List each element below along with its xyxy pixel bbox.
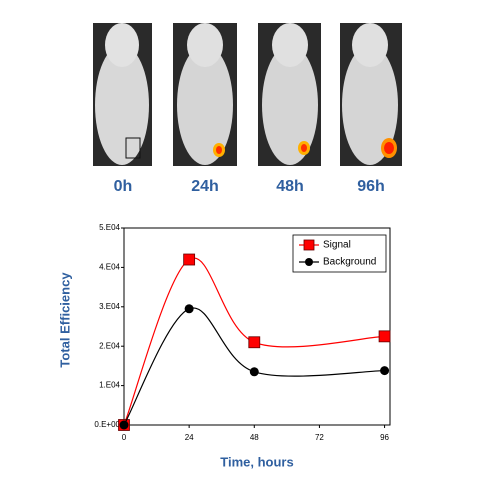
plot-frame [123,227,391,426]
data-point [249,367,259,377]
y-tick-label: 5.E04 [99,223,120,232]
x-tick-label: 24 [185,433,194,442]
data-point [119,420,129,430]
mouse-image [173,23,237,166]
mouse-image [93,23,152,166]
y-tick-label: 0.E+00 [94,420,120,429]
y-tick-label: 1.E04 [99,381,120,390]
data-point [378,330,391,343]
image-label: 48h [276,178,304,195]
x-axis-label: Time, hours [220,454,293,469]
mouse-images [93,23,402,166]
mouse-image [340,23,402,166]
image-labels: 0h 24h 48h 96h [114,178,385,195]
series-line [123,257,385,426]
data-point [248,336,261,349]
series [118,253,391,431]
legend-marker [303,239,315,251]
data-point [183,253,196,266]
x-tick-label: 0 [122,433,127,442]
x-tick-label: 48 [250,433,259,442]
y-tick-label: 3.E04 [99,302,120,311]
image-label: 24h [191,178,219,195]
y-tick-label: 2.E04 [99,341,120,350]
y-tick-label: 4.E04 [99,263,120,272]
legend-marker [305,258,313,266]
legend-label: Background [323,257,376,268]
image-label: 96h [357,178,385,195]
data-point [184,304,194,314]
legend-label: Signal [323,240,351,251]
data-point [380,366,390,376]
x-tick-label: 72 [315,433,324,442]
y-axis-label: Total Efficiency [57,272,72,368]
mouse-image [258,23,321,166]
series-line [123,307,385,426]
series [119,304,390,430]
x-tick-label: 96 [380,433,389,442]
legend: Signal Background [292,234,387,273]
image-label: 0h [114,178,133,195]
